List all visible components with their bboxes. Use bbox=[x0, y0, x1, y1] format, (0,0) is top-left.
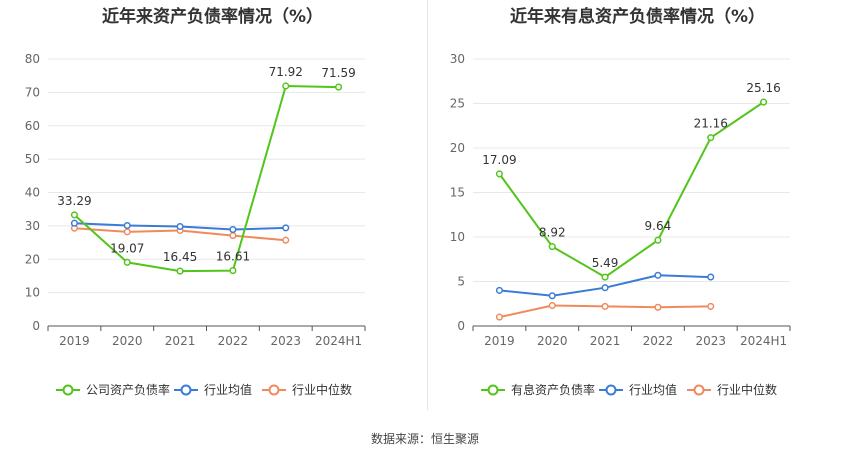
legend-label: 有息资产负债率 bbox=[511, 382, 595, 397]
x-tick-label: 2022 bbox=[218, 334, 249, 348]
data-label: 33.29 bbox=[57, 194, 91, 208]
data-point bbox=[229, 267, 237, 275]
chart-title: 近年来有息资产负债率情况（%） bbox=[509, 7, 766, 27]
data-label: 19.07 bbox=[110, 241, 144, 255]
data-point bbox=[601, 273, 609, 281]
data-point bbox=[123, 258, 131, 266]
legend-swatch-marker bbox=[487, 384, 499, 396]
data-label: 16.61 bbox=[216, 250, 250, 264]
legend-swatch-marker bbox=[693, 384, 705, 396]
chart-panel-interest-debt-ratio: 近年来有息资产负债率情况（%） 0 5 10 15 20 25 30 2019 2020 2021… bbox=[425, 0, 850, 420]
legend-label: 行业均值 bbox=[204, 382, 252, 397]
data-point bbox=[229, 232, 237, 240]
data-point bbox=[495, 313, 503, 321]
legend-item[interactable]: 有息资产负债率 bbox=[481, 382, 595, 397]
x-tick-label: 2022 bbox=[643, 334, 674, 348]
y-tick-label: 30 bbox=[450, 52, 465, 66]
x-tick-label: 2019 bbox=[59, 334, 90, 348]
data-point bbox=[70, 211, 78, 219]
y-tick-label: 10 bbox=[450, 230, 465, 244]
data-label: 9.64 bbox=[645, 219, 672, 233]
x-tick-label: 2023 bbox=[695, 334, 726, 348]
data-point bbox=[229, 225, 237, 234]
data-label: 71.92 bbox=[269, 65, 303, 79]
legend-swatch-marker bbox=[62, 384, 74, 396]
line-chart-debt-ratio: 0 10 20 30 40 50 60 70 80 2019 2020 2021 2022 2023 202… bbox=[25, 52, 366, 397]
data-point bbox=[548, 301, 556, 310]
legend-swatch-marker bbox=[180, 384, 192, 396]
legend-swatch-marker bbox=[268, 384, 280, 396]
data-point bbox=[760, 98, 768, 106]
data-point bbox=[548, 243, 556, 251]
series-line bbox=[498, 101, 765, 279]
data-label: 71.59 bbox=[321, 66, 355, 80]
y-tick-label: 0 bbox=[32, 319, 40, 333]
data-label: 5.49 bbox=[592, 256, 619, 270]
data-point bbox=[548, 292, 556, 300]
data-point bbox=[495, 170, 503, 178]
data-point bbox=[123, 228, 131, 236]
y-tick-label: 80 bbox=[25, 52, 40, 66]
legend-item[interactable]: 公司资产负债率 bbox=[56, 382, 170, 397]
panel-divider bbox=[427, 0, 428, 410]
legend-label: 行业均值 bbox=[629, 382, 677, 397]
data-label: 17.09 bbox=[482, 153, 516, 167]
chart-panel-debt-ratio: 近年来资产负债率情况（%） 0 10 20 30 40 50 60 70 80 2019 2020 2… bbox=[0, 0, 425, 420]
legend-swatch-marker bbox=[605, 384, 617, 396]
series-line bbox=[73, 84, 339, 273]
legend-label: 行业中位数 bbox=[717, 382, 777, 397]
y-tick-label: 20 bbox=[25, 252, 40, 266]
y-tick-label: 25 bbox=[450, 97, 465, 111]
data-point bbox=[601, 284, 609, 292]
x-tick-label: 2024H1 bbox=[315, 334, 362, 348]
x-tick-label: 2021 bbox=[165, 334, 196, 348]
data-label: 8.92 bbox=[539, 226, 566, 240]
y-tick-label: 70 bbox=[25, 85, 40, 99]
y-tick-label: 50 bbox=[25, 152, 40, 166]
data-point bbox=[707, 134, 715, 142]
legend-item[interactable]: 行业中位数 bbox=[262, 382, 352, 397]
data-point bbox=[654, 236, 662, 244]
legend-item[interactable]: 行业均值 bbox=[599, 382, 677, 397]
data-point bbox=[707, 302, 715, 310]
y-tick-label: 20 bbox=[450, 141, 465, 155]
legend-item[interactable]: 行业中位数 bbox=[687, 382, 777, 397]
data-point bbox=[282, 236, 290, 244]
data-point bbox=[176, 267, 184, 275]
legend-item[interactable]: 行业均值 bbox=[174, 382, 252, 397]
x-tick-label: 2021 bbox=[590, 334, 621, 348]
data-point bbox=[282, 224, 290, 232]
data-point bbox=[707, 273, 715, 281]
x-tick-label: 2019 bbox=[484, 334, 515, 348]
data-point bbox=[176, 222, 184, 231]
data-source-note: 数据来源：恒生聚源 bbox=[370, 432, 479, 446]
data-point bbox=[282, 82, 290, 90]
x-tick-label: 2024H1 bbox=[740, 334, 787, 348]
y-tick-label: 60 bbox=[25, 119, 40, 133]
x-tick-label: 2023 bbox=[270, 334, 301, 348]
data-label: 25.16 bbox=[746, 81, 780, 95]
legend-label: 公司资产负债率 bbox=[86, 382, 170, 397]
line-chart-interest-debt-ratio: 0 5 10 15 20 25 30 2019 2020 2021 2022 2023 2024H1 17… bbox=[450, 52, 791, 397]
data-label: 21.16 bbox=[694, 117, 728, 131]
x-tick-label: 2020 bbox=[537, 334, 568, 348]
data-point bbox=[70, 219, 78, 227]
data-point bbox=[601, 302, 609, 310]
y-tick-label: 0 bbox=[457, 319, 465, 333]
legend-label: 行业中位数 bbox=[292, 382, 352, 397]
data-point bbox=[654, 303, 662, 311]
data-label: 16.45 bbox=[163, 250, 197, 264]
x-tick-label: 2020 bbox=[112, 334, 143, 348]
y-tick-label: 10 bbox=[25, 286, 40, 300]
data-point bbox=[123, 221, 131, 230]
data-point bbox=[654, 271, 662, 279]
data-point bbox=[335, 83, 343, 91]
data-point bbox=[495, 286, 503, 294]
y-tick-label: 30 bbox=[25, 219, 40, 233]
y-tick-label: 40 bbox=[25, 186, 40, 200]
y-tick-label: 15 bbox=[450, 186, 465, 200]
y-tick-label: 5 bbox=[457, 275, 465, 289]
chart-title: 近年来资产负债率情况（%） bbox=[101, 7, 324, 27]
